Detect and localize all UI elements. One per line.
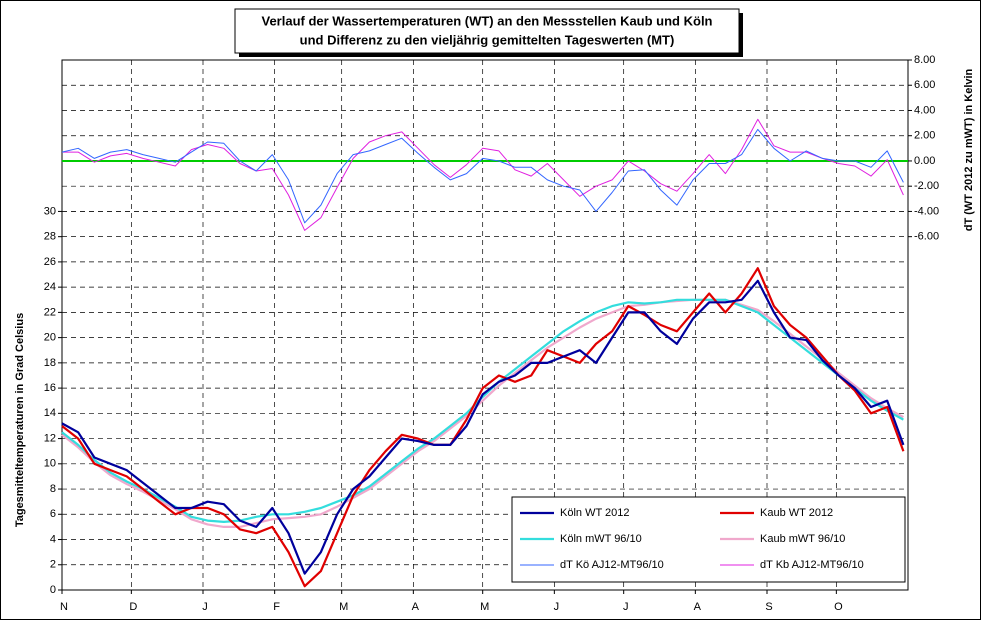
y-tick-label: 24: [44, 281, 56, 293]
series-line: [61, 267, 905, 588]
y-tick-label: 22: [44, 306, 56, 318]
y-tick-label: 18: [44, 357, 56, 369]
y2-tick-label: 2.00: [914, 130, 935, 142]
x-tick-label: J: [623, 601, 629, 613]
x-tick-label: M: [480, 601, 489, 613]
series-line: [61, 128, 904, 224]
y-tick-label: 10: [44, 458, 56, 470]
x-tick-label: A: [412, 601, 420, 613]
series-line: [62, 118, 904, 231]
y2-axis-label: dT (WT 2012 zu mWT) in Kelvin: [963, 68, 975, 231]
y-tick-label: 14: [44, 407, 56, 419]
y-tick-label: 2: [50, 559, 56, 571]
y2-tick-label: -6.00: [914, 231, 939, 243]
legend-label: Köln WT 2012: [560, 507, 630, 519]
y2-tick-label: 4.00: [914, 104, 935, 116]
x-tick-label: N: [60, 601, 68, 613]
y2-tick-label: 8.00: [914, 54, 935, 66]
series-line: [61, 279, 905, 575]
title-box: [234, 8, 740, 54]
legend-box: [511, 496, 906, 583]
legend-label: Kaub mWT 96/10: [760, 533, 845, 545]
series-line: [61, 298, 904, 528]
legend-label: Köln mWT 96/10: [560, 533, 642, 545]
x-tick-label: M: [339, 601, 348, 613]
y-tick-label: 4: [50, 533, 56, 545]
y-axis-label: Tagesmitteltemperaturen in Grad Celsius: [14, 313, 26, 527]
series-lines: [61, 118, 905, 588]
chart-title: Verlauf der Wassertemperaturen (WT) an d…: [262, 13, 713, 28]
x-tick-label: S: [765, 601, 772, 613]
y2-tick-label: 0.00: [914, 155, 935, 167]
x-tick-label: J: [554, 601, 560, 613]
y-tick-label: 30: [44, 205, 56, 217]
x-tick-label: O: [834, 601, 843, 613]
y2-tick-label: -2.00: [914, 180, 939, 192]
x-tick-label: A: [694, 601, 702, 613]
x-tick-label: D: [129, 601, 137, 613]
y-tick-label: 12: [44, 432, 56, 444]
x-tick-label: F: [273, 601, 280, 613]
y2-tick-label: -4.00: [914, 205, 939, 217]
y-tick-label: 8: [50, 483, 56, 495]
y-tick-label: 16: [44, 382, 56, 394]
y-tick-label: 0: [50, 584, 56, 596]
y-tick-label: 28: [44, 231, 56, 243]
y2-tick-label: 6.00: [914, 79, 935, 91]
y-tick-label: 20: [44, 332, 56, 344]
x-tick-label: J: [202, 601, 208, 613]
y-tick-label: 26: [44, 256, 56, 268]
chart-title: und Differenz zu den vieljährig gemittel…: [300, 32, 675, 47]
legend-label: dT Kb AJ12-MT96/10: [760, 559, 864, 571]
legend: Köln WT 2012 Kaub WT 2012 Köln mWT 96/10 Ka…: [520, 507, 864, 571]
y-tick-label: 6: [50, 508, 56, 520]
series-line: [61, 298, 904, 523]
legend-label: dT Kö AJ12-MT96/10: [560, 559, 664, 571]
legend-label: Kaub WT 2012: [760, 507, 833, 519]
